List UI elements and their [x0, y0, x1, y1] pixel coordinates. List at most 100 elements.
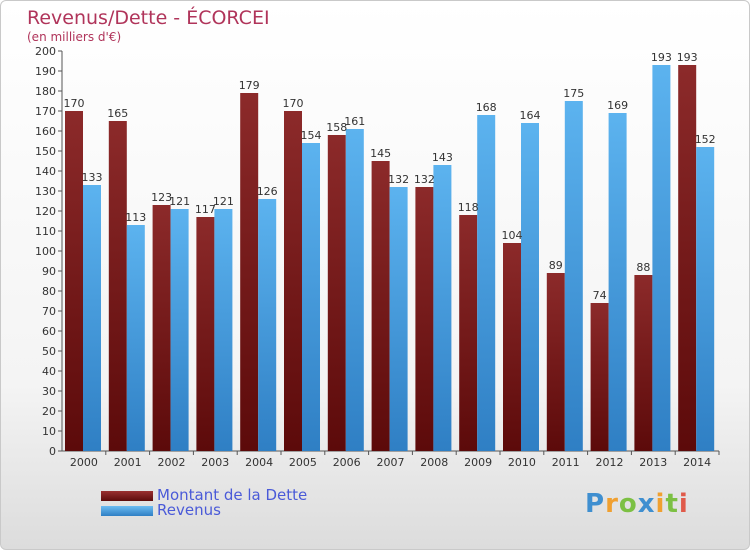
data-label-debt-2007: 145: [370, 147, 391, 160]
legend-label-debt: Montant de la Dette: [157, 486, 308, 504]
data-label-revenue-2009: 168: [476, 101, 497, 114]
data-label-revenue-2004: 126: [257, 185, 278, 198]
logo-letter-2: o: [618, 489, 638, 519]
legend-swatch-revenue: [101, 506, 153, 516]
y-tick-label-70: 70: [42, 305, 56, 318]
bar-debt-2013: [634, 275, 653, 451]
data-label-debt-2005: 170: [283, 97, 304, 110]
y-tick-label-60: 60: [42, 325, 56, 338]
bar-debt-2004: [240, 93, 259, 451]
x-tick-label-2010: 2010: [508, 456, 536, 469]
logo-letter-0: P: [585, 489, 606, 519]
y-tick-label-0: 0: [49, 445, 56, 458]
y-tick-label-40: 40: [42, 365, 56, 378]
data-label-debt-2002: 123: [151, 191, 172, 204]
bar-revenue-2001: [126, 225, 145, 451]
bar-debt-2014: [678, 65, 697, 451]
y-tick-label-190: 190: [35, 65, 56, 78]
data-label-revenue-2003: 121: [213, 195, 234, 208]
legend-label-revenue: Revenus: [157, 501, 221, 519]
x-tick-label-2000: 2000: [70, 456, 98, 469]
bar-debt-2010: [503, 243, 521, 451]
x-tick-label-2002: 2002: [158, 456, 186, 469]
x-tick-label-2004: 2004: [245, 456, 273, 469]
y-tick-label-150: 150: [35, 145, 56, 158]
data-label-debt-2014: 193: [677, 51, 698, 64]
data-label-debt-2008: 132: [414, 173, 435, 186]
y-tick-label-10: 10: [42, 425, 56, 438]
bar-debt-2005: [284, 111, 302, 451]
logo-letter-1: r: [605, 489, 619, 519]
bar-revenue-2006: [345, 129, 364, 451]
data-label-debt-2004: 179: [239, 79, 260, 92]
bar-debt-2003: [196, 217, 215, 451]
data-label-debt-2003: 117: [195, 203, 216, 216]
bar-revenue-2008: [433, 165, 452, 451]
bar-debt-2009: [459, 215, 478, 451]
bar-debt-2000: [65, 111, 83, 451]
data-label-debt-2006: 158: [326, 121, 347, 134]
data-label-debt-2001: 165: [107, 107, 128, 120]
data-label-revenue-2000: 133: [82, 171, 103, 184]
data-label-revenue-2011: 175: [563, 87, 584, 100]
bar-revenue-2010: [521, 123, 539, 451]
y-tick-label-170: 170: [35, 105, 56, 118]
y-tick-label-30: 30: [42, 385, 56, 398]
y-tick-label-160: 160: [35, 125, 56, 138]
bar-revenue-2009: [477, 115, 496, 451]
logo-letter-4: i: [655, 489, 666, 519]
logo-letter-5: t: [665, 489, 679, 519]
y-tick-label-90: 90: [42, 265, 56, 278]
bar-revenue-2011: [564, 101, 583, 451]
x-tick-label-2012: 2012: [596, 456, 624, 469]
data-label-debt-2012: 74: [593, 289, 607, 302]
y-tick-label-110: 110: [35, 225, 56, 238]
bar-debt-2001: [108, 121, 127, 451]
x-tick-label-2014: 2014: [683, 456, 711, 469]
x-tick-label-2013: 2013: [639, 456, 667, 469]
proxiti-logo[interactable]: Proxiti: [585, 489, 689, 519]
chart-title: Revenus/Dette - ÉCORCEI: [27, 7, 270, 29]
y-tick-label-100: 100: [35, 245, 56, 258]
bar-revenue-2007: [389, 187, 408, 451]
x-tick-label-2003: 2003: [201, 456, 229, 469]
data-label-debt-2009: 118: [458, 201, 479, 214]
data-label-revenue-2012: 169: [607, 99, 628, 112]
y-tick-label-140: 140: [35, 165, 56, 178]
logo-letter-6: i: [678, 489, 689, 519]
data-labels: 1701331651131231211171211791261701541581…: [64, 51, 716, 302]
bar-debt-2007: [371, 161, 390, 451]
data-label-revenue-2010: 164: [520, 109, 541, 122]
legend-swatch-debt: [101, 491, 153, 501]
bar-revenue-2005: [302, 143, 320, 451]
data-label-revenue-2014: 152: [695, 133, 716, 146]
data-label-revenue-2013: 193: [651, 51, 672, 64]
data-label-revenue-2006: 161: [344, 115, 365, 128]
bar-revenue-2012: [608, 113, 627, 451]
data-label-revenue-2005: 154: [301, 129, 322, 142]
y-tick-label-50: 50: [42, 345, 56, 358]
data-label-revenue-2007: 132: [388, 173, 409, 186]
bar-debt-2006: [327, 135, 346, 451]
bar-debt-2008: [415, 187, 434, 451]
y-tick-label-20: 20: [42, 405, 56, 418]
bar-debt-2012: [590, 303, 609, 451]
x-tick-label-2001: 2001: [114, 456, 142, 469]
bar-revenue-2003: [214, 209, 233, 451]
data-label-debt-2000: 170: [64, 97, 85, 110]
chart-subtitle: (en milliers d'€): [27, 30, 122, 44]
x-tick-label-2008: 2008: [420, 456, 448, 469]
data-label-revenue-2001: 113: [125, 211, 146, 224]
x-tick-label-2007: 2007: [377, 456, 405, 469]
data-label-debt-2013: 88: [636, 261, 650, 274]
bars: [65, 65, 715, 451]
bar-revenue-2002: [170, 209, 189, 451]
data-label-debt-2011: 89: [549, 259, 563, 272]
y-tick-label-130: 130: [35, 185, 56, 198]
y-tick-label-200: 200: [35, 45, 56, 58]
y-tick-label-120: 120: [35, 205, 56, 218]
x-tick-label-2009: 2009: [464, 456, 492, 469]
data-label-revenue-2008: 143: [432, 151, 453, 164]
y-tick-label-180: 180: [35, 85, 56, 98]
